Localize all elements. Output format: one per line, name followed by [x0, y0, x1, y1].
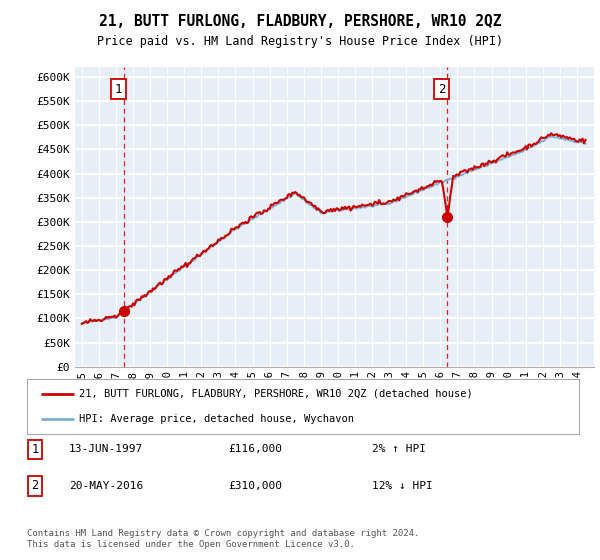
- Text: 21, BUTT FURLONG, FLADBURY, PERSHORE, WR10 2QZ (detached house): 21, BUTT FURLONG, FLADBURY, PERSHORE, WR…: [79, 389, 473, 399]
- Text: 20-MAY-2016: 20-MAY-2016: [69, 481, 143, 491]
- Text: 21, BUTT FURLONG, FLADBURY, PERSHORE, WR10 2QZ: 21, BUTT FURLONG, FLADBURY, PERSHORE, WR…: [99, 14, 501, 29]
- Text: Price paid vs. HM Land Registry's House Price Index (HPI): Price paid vs. HM Land Registry's House …: [97, 35, 503, 48]
- Text: 2% ↑ HPI: 2% ↑ HPI: [372, 445, 426, 454]
- Text: 12% ↓ HPI: 12% ↓ HPI: [372, 481, 433, 491]
- Text: 2: 2: [31, 479, 38, 492]
- Text: £310,000: £310,000: [228, 481, 282, 491]
- Text: HPI: Average price, detached house, Wychavon: HPI: Average price, detached house, Wych…: [79, 414, 355, 424]
- Text: 13-JUN-1997: 13-JUN-1997: [69, 445, 143, 454]
- Text: Contains HM Land Registry data © Crown copyright and database right 2024.
This d: Contains HM Land Registry data © Crown c…: [27, 529, 419, 549]
- Text: 2: 2: [438, 83, 445, 96]
- Text: 1: 1: [115, 83, 122, 96]
- Text: £116,000: £116,000: [228, 445, 282, 454]
- Text: 1: 1: [31, 443, 38, 456]
